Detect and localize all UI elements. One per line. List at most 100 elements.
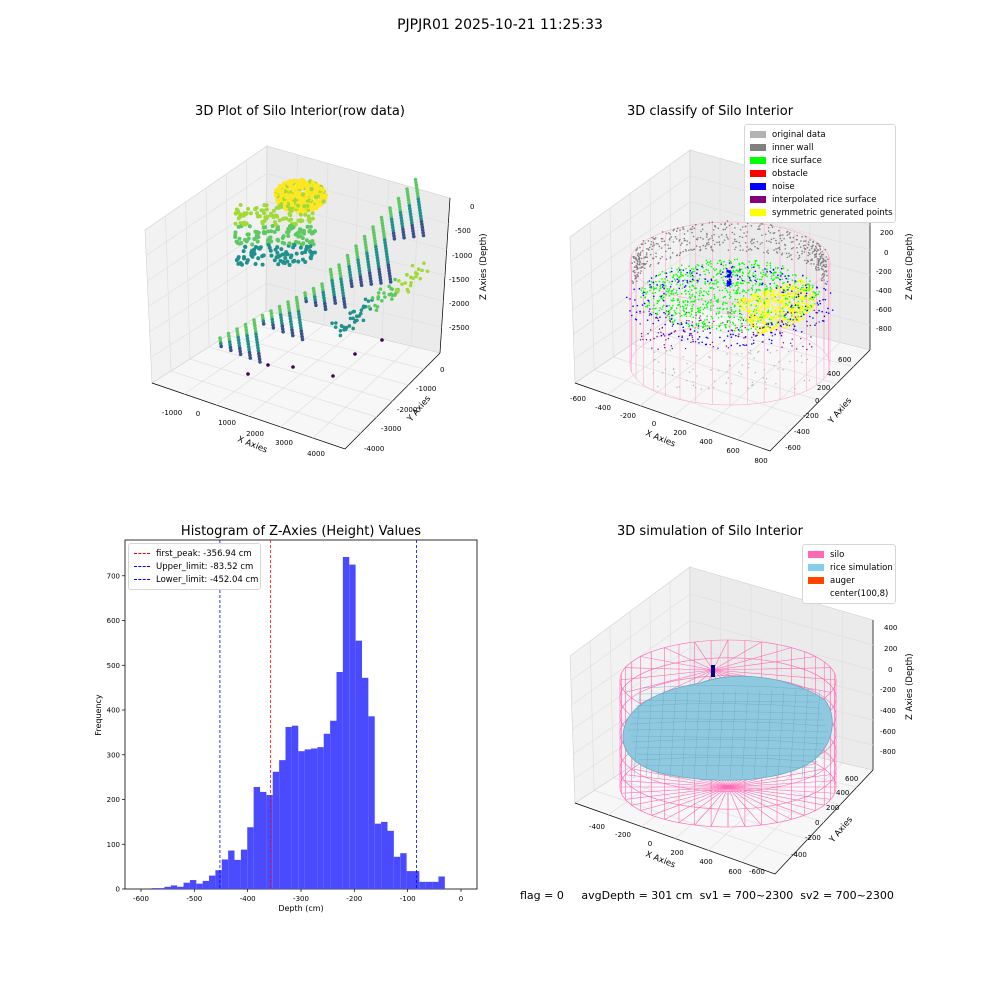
data-point <box>313 194 319 200</box>
data-point <box>684 304 687 306</box>
data-point <box>704 278 707 280</box>
data-point <box>374 308 379 312</box>
data-point <box>289 201 295 206</box>
data-point <box>682 228 684 230</box>
data-point <box>342 296 346 301</box>
data-point <box>823 279 825 281</box>
data-point <box>752 310 755 313</box>
data-point <box>301 241 306 246</box>
data-point <box>639 272 642 274</box>
data-point <box>677 303 679 306</box>
data-point <box>323 301 327 306</box>
data-point <box>739 271 741 273</box>
data-point <box>819 248 822 250</box>
data-point <box>795 286 797 288</box>
data-point <box>749 279 752 281</box>
data-point <box>766 304 769 307</box>
data-point <box>670 308 672 310</box>
data-point <box>819 258 822 260</box>
data-point <box>746 328 748 331</box>
data-point <box>252 237 257 242</box>
data-point <box>699 246 701 248</box>
data-point <box>663 240 666 242</box>
data-point <box>722 279 725 282</box>
data-point <box>819 302 822 305</box>
data-point <box>392 237 397 241</box>
data-point <box>732 242 734 245</box>
data-point <box>675 238 678 240</box>
data-point <box>779 237 782 240</box>
data-point <box>696 238 699 241</box>
data-point <box>420 222 424 227</box>
data-point <box>757 306 759 309</box>
data-point <box>724 284 727 287</box>
data-point <box>295 301 300 305</box>
data-point <box>256 256 261 261</box>
data-point <box>705 268 708 271</box>
data-point <box>275 250 280 255</box>
data-point <box>255 239 260 244</box>
data-point <box>381 229 386 234</box>
data-point <box>760 223 762 225</box>
data-point <box>740 277 743 280</box>
data-point <box>730 310 733 313</box>
data-point <box>686 243 688 246</box>
data-point <box>790 288 793 291</box>
data-point <box>808 305 811 308</box>
data-point <box>762 315 765 317</box>
data-point <box>722 268 725 270</box>
data-point <box>751 319 754 322</box>
data-point <box>747 328 750 331</box>
data-point <box>667 244 669 246</box>
data-point <box>747 248 750 251</box>
data-point <box>315 201 320 207</box>
data-point <box>648 301 651 304</box>
data-point <box>733 258 736 261</box>
data-point <box>750 249 753 251</box>
data-point <box>821 253 823 256</box>
data-point <box>652 297 655 300</box>
data-point <box>755 288 758 291</box>
data-point <box>235 208 240 213</box>
data-point <box>711 322 714 325</box>
data-point <box>701 265 703 268</box>
data-point <box>807 261 809 263</box>
data-point <box>679 238 681 241</box>
data-point <box>781 285 784 287</box>
data-point <box>796 234 798 237</box>
data-point <box>289 319 293 324</box>
data-point <box>791 279 794 282</box>
data-point <box>265 238 270 243</box>
data-point <box>767 289 770 292</box>
data-point <box>650 243 652 246</box>
data-point <box>642 294 645 297</box>
data-point <box>366 259 370 264</box>
data-point <box>346 256 350 261</box>
data-point <box>345 253 350 258</box>
data-point <box>734 292 737 294</box>
data-point <box>806 283 808 286</box>
data-point <box>808 253 811 256</box>
data-point <box>798 304 801 307</box>
data-point <box>655 252 657 255</box>
data-point <box>720 276 723 279</box>
data-point <box>688 242 691 244</box>
data-point <box>652 307 654 310</box>
data-point <box>672 288 675 291</box>
data-point <box>353 352 357 356</box>
data-point <box>770 294 772 297</box>
data-point <box>719 307 721 309</box>
data-point <box>635 311 638 313</box>
data-point <box>730 276 733 278</box>
data-point <box>270 224 275 229</box>
data-point <box>801 252 803 255</box>
data-point <box>696 268 698 271</box>
data-point <box>712 249 714 252</box>
data-point <box>694 266 697 268</box>
data-point <box>749 299 752 302</box>
data-point <box>276 254 281 259</box>
data-point <box>248 211 253 216</box>
data-point <box>699 249 701 252</box>
data-point <box>778 315 781 318</box>
data-point <box>634 274 636 277</box>
